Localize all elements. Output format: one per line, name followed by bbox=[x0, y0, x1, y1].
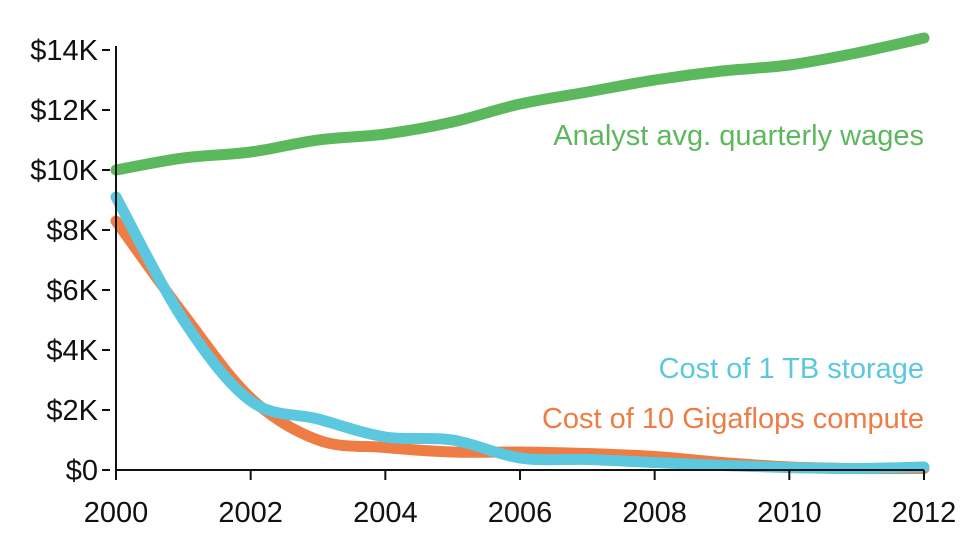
series-label-wages: Analyst avg. quarterly wages bbox=[553, 120, 924, 152]
y-tick-label: $2K bbox=[46, 395, 98, 427]
y-tick-label: $4K bbox=[46, 335, 98, 367]
x-tick-label: 2012 bbox=[892, 497, 957, 529]
x-tick-label: 2004 bbox=[353, 497, 418, 529]
x-tick-label: 2006 bbox=[488, 497, 553, 529]
x-tick-label: 2008 bbox=[622, 497, 687, 529]
x-tick-label: 2000 bbox=[84, 497, 149, 529]
x-axis-ticks: 2000 2002 2004 2006 2008 2010 2012 bbox=[84, 470, 957, 529]
y-tick-label: $0 bbox=[66, 455, 98, 487]
y-tick-label: $14K bbox=[30, 35, 98, 67]
series-line-wages bbox=[110, 32, 930, 176]
x-tick-label: 2002 bbox=[218, 497, 283, 529]
series-lines bbox=[110, 32, 930, 475]
x-tick-label: 2010 bbox=[757, 497, 822, 529]
series-line-storage bbox=[110, 191, 930, 475]
y-tick-label: $8K bbox=[46, 215, 98, 247]
series-label-storage: Cost of 1 TB storage bbox=[659, 353, 924, 385]
y-tick-label: $10K bbox=[30, 155, 98, 187]
y-axis-ticks: $0 $2K $4K $6K $8K $10K $12K $14K bbox=[30, 35, 110, 487]
series-label-compute: Cost of 10 Gigaflops compute bbox=[542, 403, 924, 435]
y-tick-label: $6K bbox=[46, 275, 98, 307]
y-tick-label: $12K bbox=[30, 95, 98, 127]
